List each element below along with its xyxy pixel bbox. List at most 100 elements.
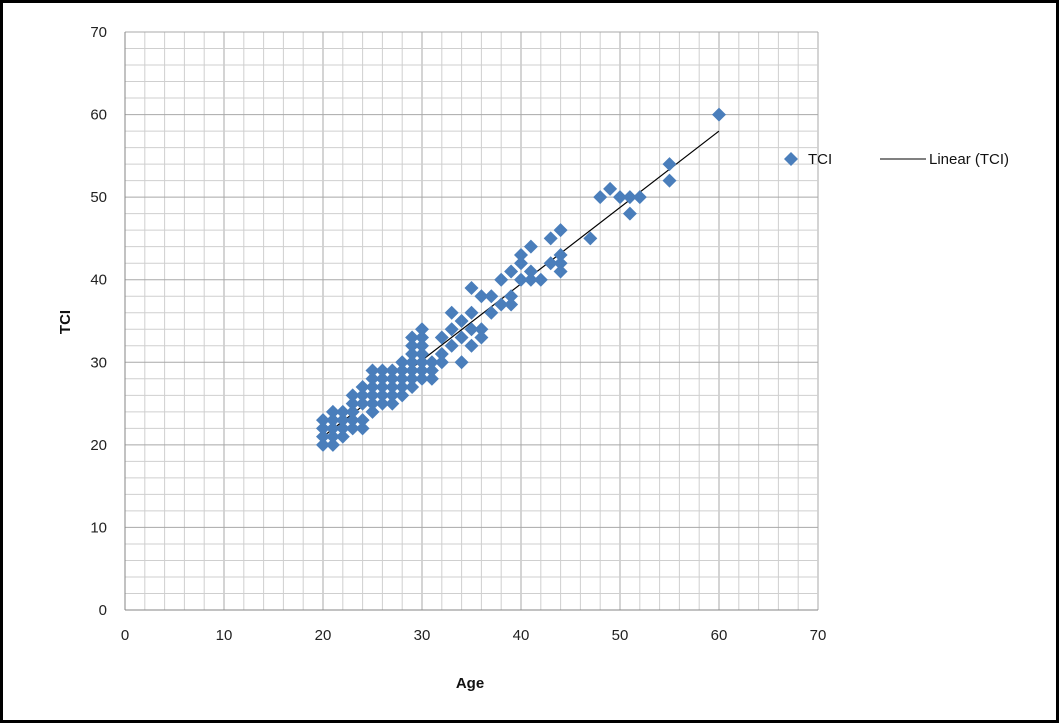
plot-axes — [124, 32, 818, 611]
data-point — [514, 256, 528, 271]
data-point — [593, 190, 608, 205]
data-point — [415, 355, 429, 370]
x-tick-labels: 0 10 20 30 40 50 60 70 — [121, 627, 827, 644]
y-tick-label: 30 — [90, 354, 107, 371]
data-point — [365, 396, 380, 411]
data-point — [523, 264, 538, 279]
data-point — [415, 347, 429, 362]
data-points — [316, 107, 726, 452]
data-point — [345, 404, 360, 419]
data-point — [385, 371, 400, 386]
y-axis-title: TCI — [57, 310, 74, 334]
data-point — [395, 355, 410, 370]
data-point — [316, 421, 330, 436]
data-point — [365, 404, 380, 419]
data-point — [385, 363, 400, 378]
data-point — [494, 272, 509, 287]
data-point — [662, 173, 677, 188]
data-point — [325, 429, 340, 444]
data-point — [533, 272, 548, 287]
x-tick-label: 60 — [711, 627, 728, 644]
legend-label-tci: TCI — [808, 151, 832, 168]
data-point — [484, 289, 499, 304]
data-point — [375, 371, 390, 386]
y-tick-label: 50 — [90, 189, 107, 206]
y-tick-labels: 0 10 20 30 40 50 60 70 — [90, 24, 107, 619]
data-point — [345, 388, 360, 403]
y-tick-label: 10 — [90, 519, 107, 536]
data-point — [375, 396, 390, 411]
data-point — [424, 371, 439, 386]
x-tick-label: 30 — [414, 627, 431, 644]
data-point — [355, 388, 370, 403]
data-point — [424, 355, 439, 370]
data-point — [405, 355, 420, 370]
data-point — [335, 404, 350, 419]
data-point — [335, 421, 350, 436]
data-point — [365, 371, 380, 386]
data-point — [553, 256, 568, 271]
plot-grid — [124, 31, 819, 611]
data-point — [325, 421, 340, 436]
data-point — [345, 396, 360, 411]
data-point — [395, 371, 410, 386]
data-point — [316, 437, 330, 452]
data-point — [325, 437, 340, 452]
data-point — [444, 338, 459, 353]
data-point — [464, 338, 479, 353]
data-point — [553, 247, 568, 262]
data-point — [375, 388, 390, 403]
data-point — [415, 338, 429, 353]
data-point — [523, 272, 538, 287]
data-point — [405, 363, 420, 378]
x-axis-title: Age — [456, 675, 484, 692]
data-point — [464, 280, 479, 295]
data-point — [514, 247, 528, 262]
x-tick-label: 0 — [121, 627, 129, 644]
data-point — [523, 239, 538, 254]
data-point — [424, 363, 439, 378]
data-point — [365, 380, 380, 395]
data-point — [444, 322, 459, 337]
data-point — [395, 363, 410, 378]
data-point — [504, 297, 519, 312]
data-point — [514, 272, 528, 287]
data-point — [325, 404, 340, 419]
data-point — [405, 371, 420, 386]
data-point — [434, 347, 449, 362]
data-point — [613, 190, 627, 205]
data-point — [484, 305, 499, 320]
data-point — [335, 429, 350, 444]
data-point — [474, 289, 489, 304]
x-tick-label: 70 — [810, 627, 827, 644]
data-point — [385, 396, 400, 411]
y-tick-label: 70 — [90, 24, 107, 41]
data-point — [355, 396, 370, 411]
data-point — [543, 231, 558, 246]
data-point — [504, 289, 519, 304]
data-point — [494, 297, 509, 312]
data-point — [662, 157, 677, 172]
x-tick-label: 40 — [513, 627, 530, 644]
data-point — [385, 380, 400, 395]
data-point — [345, 413, 360, 428]
data-point — [375, 380, 390, 395]
data-point — [464, 322, 479, 337]
data-point — [504, 264, 519, 279]
data-point — [415, 330, 429, 345]
data-point — [375, 363, 390, 378]
data-point — [543, 256, 558, 271]
x-tick-label: 20 — [315, 627, 332, 644]
data-point — [474, 322, 489, 337]
data-point — [325, 413, 340, 428]
data-point — [405, 338, 420, 353]
data-point — [395, 388, 410, 403]
data-point — [355, 380, 370, 395]
data-point — [444, 305, 459, 320]
legend-label-linear: Linear (TCI) — [929, 151, 1009, 168]
data-point — [553, 223, 568, 238]
y-tick-label: 60 — [90, 107, 107, 124]
data-point — [553, 264, 568, 279]
